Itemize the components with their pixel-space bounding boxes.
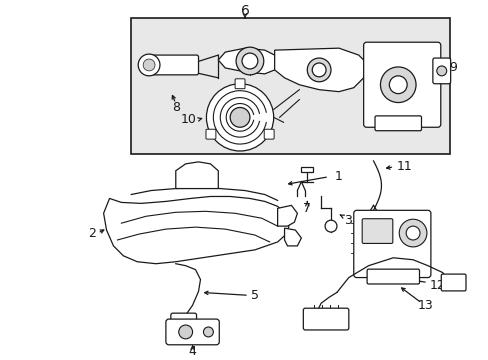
FancyBboxPatch shape (362, 219, 392, 243)
Circle shape (312, 63, 325, 77)
Bar (131, 18, 449, 154)
Circle shape (230, 108, 249, 127)
Circle shape (138, 54, 160, 76)
Text: 6: 6 (240, 4, 249, 18)
FancyBboxPatch shape (170, 313, 196, 327)
Polygon shape (301, 167, 313, 172)
FancyBboxPatch shape (353, 210, 430, 278)
Text: 2: 2 (88, 226, 96, 239)
FancyBboxPatch shape (440, 274, 465, 291)
Text: 11: 11 (395, 160, 411, 173)
Circle shape (306, 58, 330, 82)
Text: 1: 1 (334, 170, 342, 183)
Circle shape (179, 325, 192, 339)
Circle shape (388, 76, 407, 94)
Circle shape (436, 66, 446, 76)
Circle shape (143, 59, 155, 71)
Text: 12: 12 (429, 279, 445, 292)
Polygon shape (103, 197, 289, 264)
FancyBboxPatch shape (432, 58, 450, 84)
Polygon shape (284, 228, 301, 246)
Text: 13: 13 (417, 299, 433, 312)
Circle shape (236, 47, 263, 75)
FancyBboxPatch shape (264, 129, 274, 139)
FancyBboxPatch shape (147, 55, 198, 75)
Text: 7: 7 (303, 202, 311, 215)
Text: 10: 10 (180, 113, 196, 126)
FancyBboxPatch shape (303, 308, 348, 330)
FancyBboxPatch shape (374, 116, 421, 131)
Text: 4: 4 (188, 345, 196, 358)
Circle shape (206, 84, 273, 151)
FancyBboxPatch shape (205, 129, 215, 139)
FancyBboxPatch shape (235, 79, 244, 89)
FancyBboxPatch shape (363, 42, 440, 127)
Polygon shape (274, 48, 368, 92)
FancyBboxPatch shape (165, 319, 219, 345)
FancyBboxPatch shape (366, 269, 419, 284)
Polygon shape (277, 205, 297, 226)
Circle shape (325, 220, 336, 232)
Polygon shape (218, 48, 279, 74)
Circle shape (242, 53, 257, 69)
Polygon shape (175, 162, 218, 189)
Circle shape (406, 226, 419, 240)
Text: 8: 8 (171, 101, 180, 114)
Circle shape (398, 219, 426, 247)
Circle shape (203, 327, 213, 337)
Text: 9: 9 (449, 62, 457, 75)
Circle shape (380, 67, 415, 103)
Text: 3: 3 (343, 214, 351, 227)
Text: 5: 5 (250, 289, 258, 302)
